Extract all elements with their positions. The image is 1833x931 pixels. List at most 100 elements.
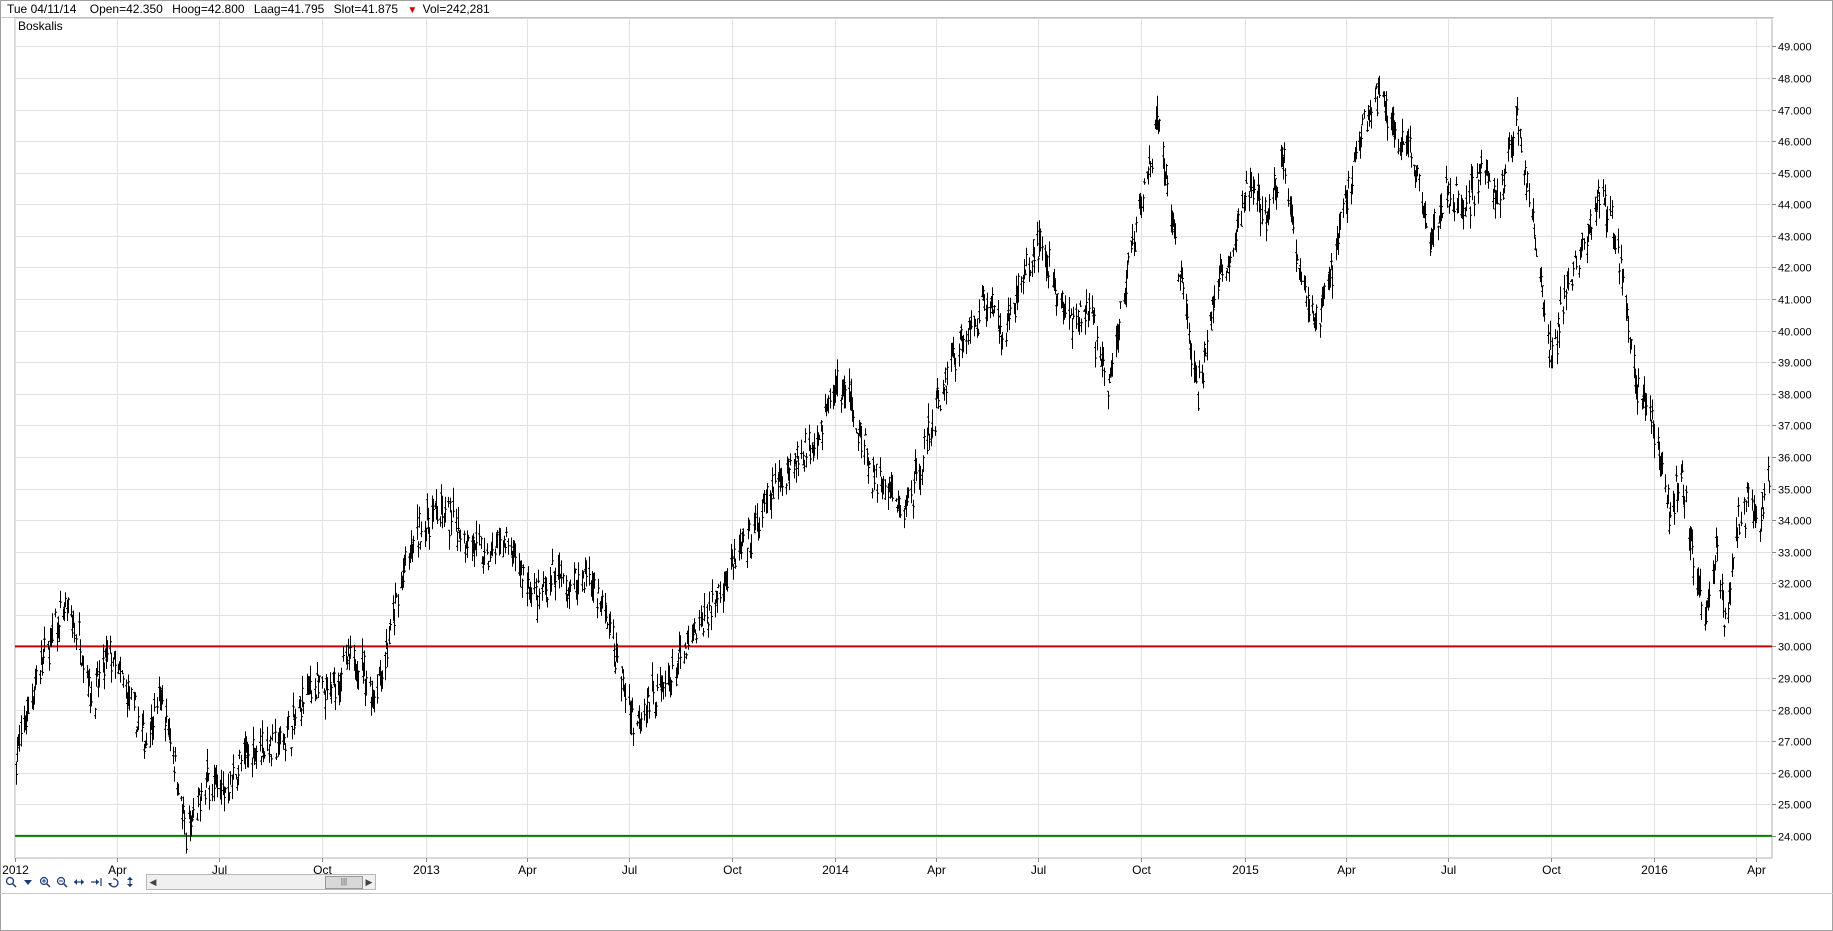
ohlc-bar — [168, 717, 171, 741]
ohlc-bar — [410, 530, 413, 558]
ohlc-bar — [1147, 166, 1150, 185]
ohlc-bar — [1562, 306, 1565, 325]
ohlc-bar — [59, 590, 62, 609]
ohlc-bar — [683, 650, 686, 664]
price-chart[interactable]: 24.000 25.000 26.000 27.000 28.000 29.000 30.0… — [0, 0, 1833, 893]
ohlc-bar — [535, 578, 538, 601]
ohlc-bar — [450, 510, 453, 536]
ohlc-bar — [1563, 274, 1566, 299]
ohlc-bar — [1213, 285, 1216, 309]
ohlc-bar — [1488, 172, 1491, 182]
ohlc-bar — [646, 688, 649, 724]
ohlc-bar — [1541, 285, 1544, 298]
ohlc-bar — [1558, 324, 1561, 348]
ohlc-bar — [169, 728, 172, 752]
ohlc-bar — [554, 567, 557, 601]
ohlc-bar — [1056, 293, 1059, 307]
ohlc-bar — [1763, 483, 1766, 501]
ohlc-bar — [928, 433, 931, 450]
ohlc-bar — [427, 507, 430, 534]
ohlc-bar — [1650, 419, 1653, 434]
ohlc-bar — [436, 506, 439, 524]
ohlc-bar — [921, 469, 924, 485]
ohlc-bar — [1248, 191, 1251, 212]
zoom-in-icon[interactable] — [38, 875, 52, 889]
ohlc-bar — [577, 562, 580, 594]
scroll-right-icon[interactable]: ▶ — [365, 877, 373, 887]
ohlc-bar — [1559, 286, 1562, 305]
ohlc-bar — [1103, 367, 1106, 386]
ohlc-bar — [315, 694, 318, 700]
ohlc-bar — [275, 753, 278, 760]
ohlc-bar — [82, 655, 85, 684]
ohlc-bar — [757, 522, 760, 541]
ohlc-bar — [1274, 178, 1277, 200]
horizontal-scrollbar[interactable]: ◀ ||| ▶ — [146, 874, 376, 890]
ohlc-bar — [675, 667, 678, 687]
ohlc-bar — [734, 558, 737, 569]
ohlc-bar — [1268, 194, 1271, 220]
ohlc-bar — [1190, 343, 1193, 377]
ohlc-bar — [369, 676, 372, 687]
zoom-out-icon[interactable] — [55, 875, 69, 889]
fit-horizontal-icon[interactable] — [72, 875, 86, 889]
ohlc-bar — [466, 530, 469, 558]
ohlc-bar — [622, 669, 625, 692]
ohlc-bar — [1512, 131, 1515, 156]
ohlc-bar — [1203, 341, 1206, 363]
ohlc-bar — [1729, 582, 1732, 606]
ohlc-bar — [333, 667, 336, 688]
ohlc-bar — [330, 684, 333, 704]
ohlc-bar — [294, 708, 297, 727]
ohlc-bar — [173, 766, 176, 782]
ohlc-bar — [397, 594, 400, 618]
ohlc-bar — [229, 771, 232, 785]
ohlc-bar — [1374, 87, 1377, 103]
ohlc-bar — [910, 480, 913, 504]
ohlc-bar — [1250, 171, 1253, 198]
ohlc-bar — [79, 639, 82, 665]
ohlc-bar — [1673, 493, 1676, 525]
ohlc-bar — [927, 403, 930, 436]
ohlc-bar — [707, 622, 710, 638]
ohlc-bar — [1142, 194, 1145, 212]
ohlc-bar — [1198, 360, 1201, 379]
scrollbar-thumb[interactable]: ||| — [325, 876, 363, 889]
scroll-left-icon[interactable]: ◀ — [149, 877, 157, 887]
ohlc-bar — [373, 690, 376, 713]
ohlc-bar — [1206, 329, 1209, 361]
ohlc-bar — [125, 679, 128, 699]
ohlc-bar — [787, 458, 790, 481]
zoom-icon[interactable] — [4, 875, 18, 889]
ohlc-bar — [27, 696, 30, 715]
ohlc-bar — [1070, 308, 1073, 316]
chevron-down-icon[interactable] — [21, 875, 35, 889]
ohlc-bar — [1590, 226, 1593, 240]
ohlc-bar — [136, 726, 139, 732]
ohlc-bar — [648, 701, 651, 719]
ohlc-bar — [1503, 168, 1506, 194]
ohlc-bar — [1519, 128, 1522, 139]
ohlc-bar — [1295, 239, 1298, 272]
ohlc-bar — [583, 582, 586, 593]
ohlc-bar — [898, 495, 901, 518]
ohlc-bar — [326, 677, 329, 700]
ohlc-bar — [982, 285, 985, 301]
ohlc-bar — [152, 716, 155, 740]
ohlc-bar — [20, 715, 23, 747]
ohlc-bar — [706, 604, 709, 624]
ohlc-bar — [1276, 186, 1279, 198]
ohlc-bar — [960, 324, 963, 342]
fit-vertical-icon[interactable] — [123, 875, 137, 889]
scroll-to-end-icon[interactable] — [89, 875, 103, 889]
undo-icon[interactable] — [106, 875, 120, 889]
ohlc-bar — [1036, 221, 1039, 247]
ohlc-bar — [1337, 233, 1340, 255]
ohlc-bar — [1182, 282, 1185, 300]
ohlc-bar — [164, 716, 167, 742]
ohlc-bar — [404, 546, 407, 566]
ohlc-bar — [1245, 170, 1248, 184]
ohlc-bar — [1256, 190, 1259, 212]
ohlc-bar — [98, 660, 101, 687]
x-tick-label: 2014 — [822, 863, 849, 877]
